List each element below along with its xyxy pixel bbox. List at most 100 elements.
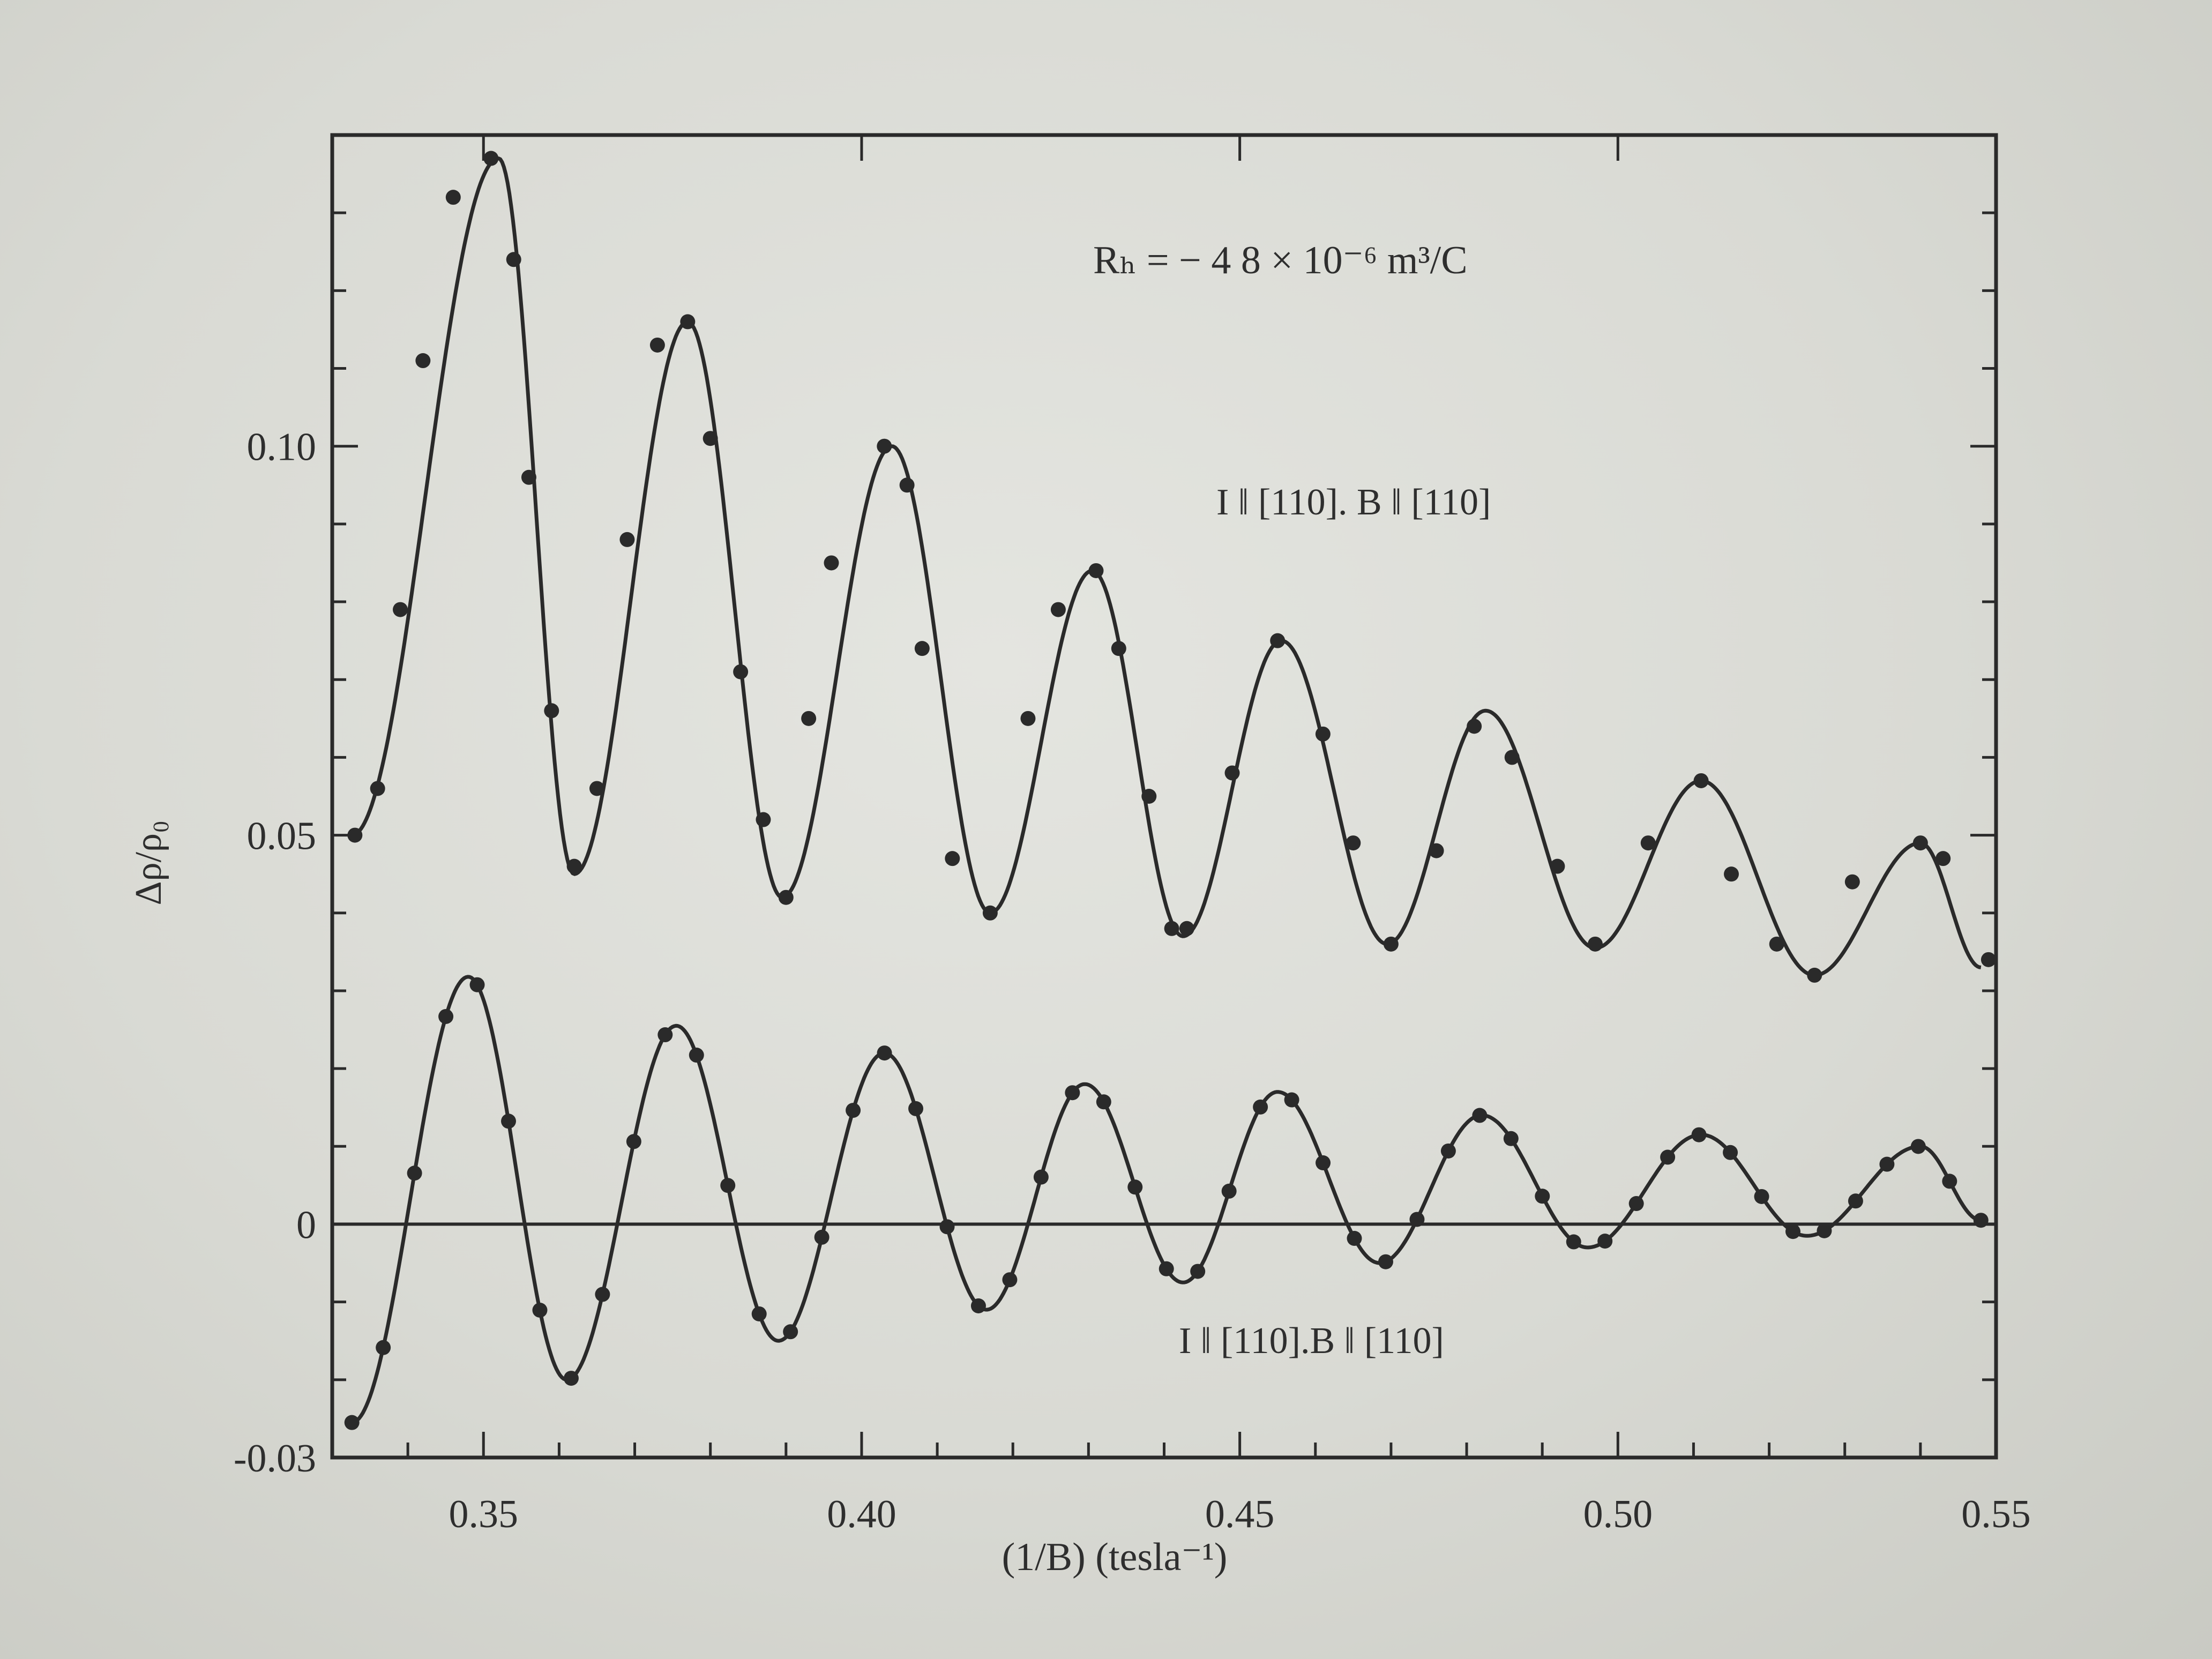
series-1-point — [703, 431, 718, 446]
series-2-point — [1535, 1189, 1550, 1204]
series-2-point — [344, 1415, 360, 1430]
series-2-point — [1848, 1193, 1863, 1209]
series-2-point — [1127, 1179, 1143, 1195]
y-axis-label: Δρ/ρ₀ — [128, 820, 169, 906]
series-2-point — [1754, 1189, 1769, 1204]
series-1-point — [649, 337, 665, 353]
series-1-point — [801, 711, 817, 726]
series-2-point — [1440, 1143, 1456, 1159]
series-1-point — [1429, 843, 1444, 858]
plot-border — [330, 133, 1998, 1460]
series-2-point — [1096, 1094, 1111, 1110]
series-2-point — [376, 1340, 391, 1355]
series-2-point — [783, 1324, 798, 1340]
series-1-point — [1383, 936, 1399, 952]
series-2-point — [1347, 1231, 1362, 1246]
series-1-point — [1088, 563, 1104, 578]
series-2-point — [1817, 1223, 1832, 1238]
series-2-point — [1942, 1174, 1957, 1189]
series-2-point — [1660, 1149, 1676, 1165]
series-2-point — [1597, 1234, 1613, 1249]
series-2-point — [939, 1219, 955, 1235]
series-2-point — [908, 1101, 924, 1116]
series-1-point — [1346, 835, 1361, 851]
series-2-point — [751, 1306, 767, 1321]
series-2-point — [689, 1048, 704, 1063]
series-1-point — [1769, 936, 1784, 952]
series-2-point — [407, 1165, 422, 1181]
series-2-point — [1503, 1131, 1519, 1146]
series-1-point — [1467, 719, 1482, 734]
series-1-point — [393, 602, 408, 617]
series-1-point — [1111, 641, 1126, 656]
series-2-point — [1628, 1196, 1644, 1212]
series-1-point — [1807, 967, 1822, 983]
series-2-point — [595, 1287, 610, 1302]
data-points — [344, 151, 1996, 1430]
series-2-point — [1879, 1156, 1895, 1172]
series-1-point — [589, 781, 604, 796]
series-2-point — [1378, 1254, 1393, 1269]
series-2-point — [469, 977, 485, 992]
series-1-point — [415, 353, 431, 369]
series-1-point — [824, 555, 839, 571]
annotation-upper-curve: I ‖ [110]. B ‖ [110] — [1216, 482, 1491, 523]
series-1-point — [619, 532, 635, 547]
series-2-point — [1316, 1155, 1331, 1171]
series-2-point — [1472, 1108, 1488, 1123]
y-tick-label: 0 — [296, 1203, 316, 1247]
series-2-point — [970, 1298, 986, 1313]
series-1-point — [506, 252, 521, 267]
series-2-point — [501, 1114, 517, 1129]
x-tick-label: 0.45 — [1205, 1492, 1275, 1536]
series-2-point — [814, 1229, 829, 1245]
series-2-point — [532, 1303, 548, 1318]
series-2-point — [1253, 1099, 1268, 1115]
series-1-point — [1050, 602, 1066, 617]
series-1-point — [370, 781, 385, 796]
series-1-point — [1981, 952, 1996, 967]
plot-frame — [330, 133, 1998, 1460]
series-1-point — [1550, 858, 1565, 874]
series-2-point — [1691, 1127, 1707, 1142]
series-2-point — [1910, 1139, 1926, 1154]
series-1-point — [733, 664, 749, 679]
x-tick-label: 0.50 — [1583, 1492, 1653, 1536]
annotation-lower-curve: I ‖ [110].B ‖ [110] — [1179, 1320, 1444, 1362]
y-tick-label: -0.03 — [234, 1437, 316, 1481]
series-1-point — [521, 469, 536, 485]
series-1-point — [483, 151, 499, 166]
series-1-point — [1179, 921, 1194, 936]
series-2-point — [1065, 1085, 1080, 1101]
series-1-point — [347, 827, 363, 843]
series-2-point — [1159, 1261, 1174, 1276]
series-2-point — [720, 1178, 736, 1193]
series-2-point — [1284, 1092, 1299, 1108]
series-1-point — [1912, 835, 1928, 851]
series-1-point — [1020, 711, 1036, 726]
series-1-point — [566, 858, 582, 874]
series-1-line — [352, 156, 1982, 977]
series-2-point — [1723, 1145, 1738, 1160]
series-1-point — [1270, 633, 1286, 648]
series-1-point — [877, 438, 892, 454]
x-tick-label: 0.40 — [827, 1492, 896, 1536]
series-1-point — [899, 477, 915, 493]
series-1-point — [1164, 921, 1179, 936]
series-1-point — [945, 851, 960, 866]
series-1-point — [680, 314, 696, 330]
series-1-point — [1315, 726, 1331, 742]
series-2-point — [1409, 1212, 1425, 1227]
series-2-point — [1221, 1183, 1237, 1199]
series-2-point — [877, 1045, 892, 1061]
series-1-point — [1935, 851, 1951, 866]
series-1-point — [1844, 874, 1860, 890]
series-2-point — [1973, 1213, 1989, 1228]
series-2-point — [846, 1103, 861, 1118]
series-2-point — [1785, 1224, 1800, 1239]
series-2-point — [626, 1134, 641, 1149]
series-2-point — [1002, 1272, 1018, 1288]
series-1-point — [544, 703, 559, 719]
